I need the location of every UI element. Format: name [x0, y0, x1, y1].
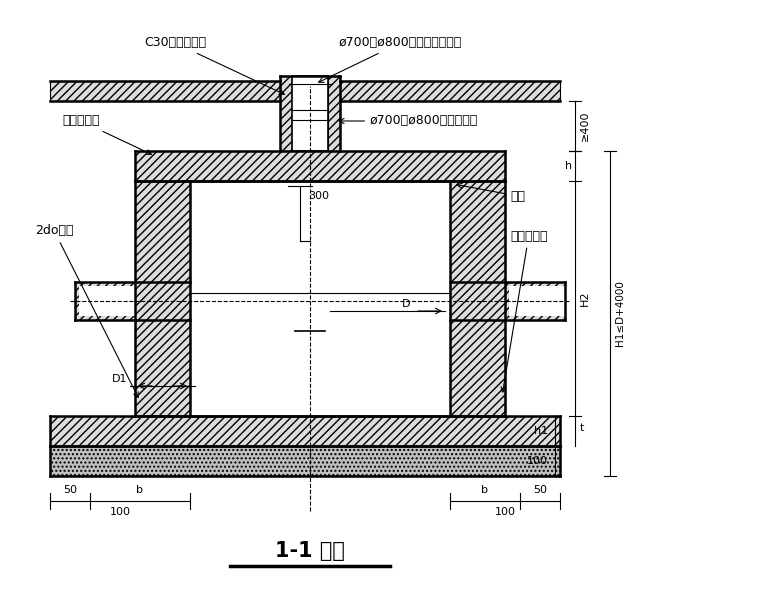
Bar [135, 151, 505, 181]
Text: D1: D1 [111, 374, 127, 384]
Text: C30混凝土井圈: C30混凝土井圈 [144, 37, 284, 95]
Text: 混凝土盖板: 混凝土盖板 [62, 115, 151, 154]
Bar [190, 181, 450, 416]
Text: H2: H2 [580, 291, 590, 306]
Text: H1≤D+4000: H1≤D+4000 [615, 281, 625, 346]
Text: 300: 300 [308, 191, 329, 201]
Text: 100: 100 [527, 456, 548, 466]
Bar [280, 76, 292, 151]
Text: 座浆: 座浆 [457, 183, 525, 203]
Text: b: b [481, 485, 488, 495]
Bar [75, 282, 190, 320]
Text: 管外壁凿毛: 管外壁凿毛 [501, 229, 548, 392]
Text: h: h [565, 161, 572, 171]
Bar [50, 416, 560, 446]
Bar [50, 81, 280, 101]
Bar [450, 282, 565, 320]
Bar [79, 286, 135, 316]
Bar [450, 181, 505, 416]
Bar [135, 181, 190, 416]
Text: ø700或ø800混凝土井筒: ø700或ø800混凝土井筒 [339, 115, 478, 128]
Text: 100: 100 [495, 507, 516, 517]
Bar [509, 286, 565, 316]
Text: b: b [136, 485, 143, 495]
Text: 100: 100 [110, 507, 131, 517]
Text: 2do环筋: 2do环筋 [35, 225, 138, 397]
Bar [50, 446, 560, 476]
Bar [292, 76, 328, 151]
Text: 50: 50 [533, 485, 547, 495]
Bar [340, 81, 560, 101]
Bar [328, 76, 340, 151]
Text: t: t [580, 423, 584, 433]
Text: D: D [401, 299, 410, 309]
Text: 1-1 剖面: 1-1 剖面 [275, 541, 345, 561]
Text: 50: 50 [63, 485, 77, 495]
Text: ø700或ø800铸铁井盖及支座: ø700或ø800铸铁井盖及支座 [319, 37, 462, 82]
Text: ≥400: ≥400 [580, 111, 590, 141]
Text: h1: h1 [534, 426, 548, 436]
